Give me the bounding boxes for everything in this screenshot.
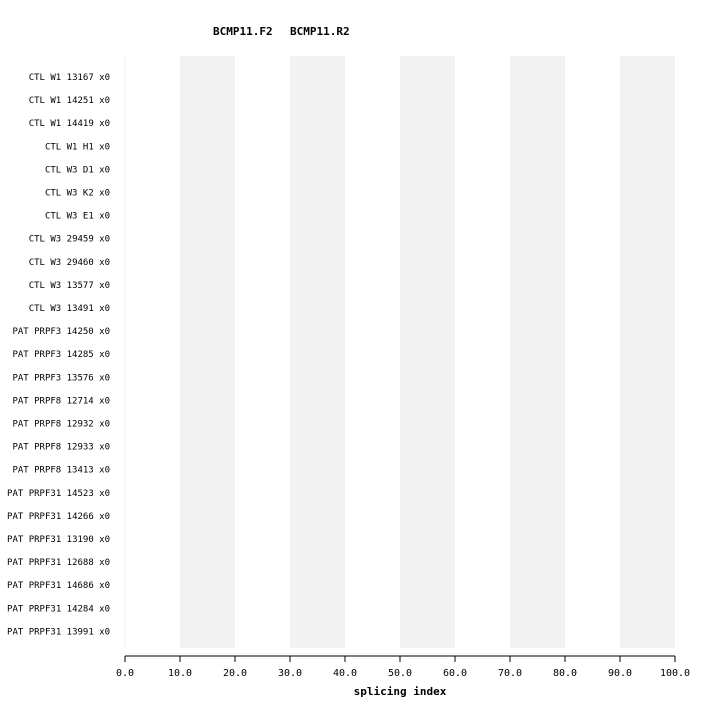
x-axis-ticks: 0.0 10.0 20.0 30.0 40.0 50.0 60.0 70.0 80.0 90.0 1… xyxy=(116,656,690,679)
grid-band xyxy=(290,56,345,648)
x-tick-label: 0.0 xyxy=(116,668,134,679)
x-tick-label: 80.0 xyxy=(553,668,577,679)
x-tick-label: 90.0 xyxy=(608,668,632,679)
category-label: CTL W1 H1 x0 xyxy=(45,142,110,152)
grid-band xyxy=(620,56,675,648)
grid-band xyxy=(180,56,235,648)
category-label: PAT PRPF31 12688 x0 xyxy=(7,558,110,568)
chart-title-2: BCMP11.R2 xyxy=(290,25,350,38)
category-label: PAT PRPF8 13413 x0 xyxy=(12,466,110,476)
x-tick-label: 20.0 xyxy=(223,668,247,679)
category-label: PAT PRPF31 14284 x0 xyxy=(7,604,110,614)
category-label: PAT PRPF31 14523 x0 xyxy=(7,489,110,499)
grid-band xyxy=(510,56,565,648)
category-label: PAT PRPF8 12933 x0 xyxy=(12,443,110,453)
category-label: CTL W3 13577 x0 xyxy=(29,281,110,291)
category-label: PAT PRPF31 14266 x0 xyxy=(7,512,110,522)
category-label: CTL W3 K2 x0 xyxy=(45,189,110,199)
x-tick-label: 50.0 xyxy=(388,668,412,679)
x-axis-label: splicing index xyxy=(354,685,447,698)
category-label: PAT PRPF3 13576 x0 xyxy=(12,373,110,383)
category-label: CTL W1 13167 x0 xyxy=(29,73,110,83)
category-label: PAT PRPF3 14285 x0 xyxy=(12,350,110,360)
category-label: PAT PRPF31 13190 x0 xyxy=(7,535,110,545)
x-tick-label: 40.0 xyxy=(333,668,357,679)
x-tick-label: 30.0 xyxy=(278,668,302,679)
x-tick-label: 70.0 xyxy=(498,668,522,679)
category-label: CTL W3 E1 x0 xyxy=(45,212,110,222)
category-label: CTL W1 14251 x0 xyxy=(29,96,110,106)
category-label: CTL W3 13491 x0 xyxy=(29,304,110,314)
chart-title-1: BCMP11.F2 xyxy=(213,25,273,38)
x-tick-label: 10.0 xyxy=(168,668,192,679)
category-label: CTL W3 D1 x0 xyxy=(45,165,110,175)
category-label: PAT PRPF31 14686 x0 xyxy=(7,581,110,591)
category-label: PAT PRPF3 14250 x0 xyxy=(12,327,110,337)
category-label: CTL W3 29459 x0 xyxy=(29,235,110,245)
grid-band xyxy=(400,56,455,648)
x-tick-label: 100.0 xyxy=(660,668,690,679)
category-label: PAT PRPF8 12714 x0 xyxy=(12,396,110,406)
category-labels: CTL W1 13167 x0 CTL W1 14251 x0 CTL W1 144… xyxy=(7,73,110,637)
grid-bands xyxy=(124,56,675,648)
category-label: PAT PRPF8 12932 x0 xyxy=(12,420,110,430)
category-label: PAT PRPF31 13991 x0 xyxy=(7,627,110,637)
category-label: CTL W3 29460 x0 xyxy=(29,258,110,268)
category-label: CTL W1 14419 x0 xyxy=(29,119,110,129)
x-tick-label: 60.0 xyxy=(443,668,467,679)
